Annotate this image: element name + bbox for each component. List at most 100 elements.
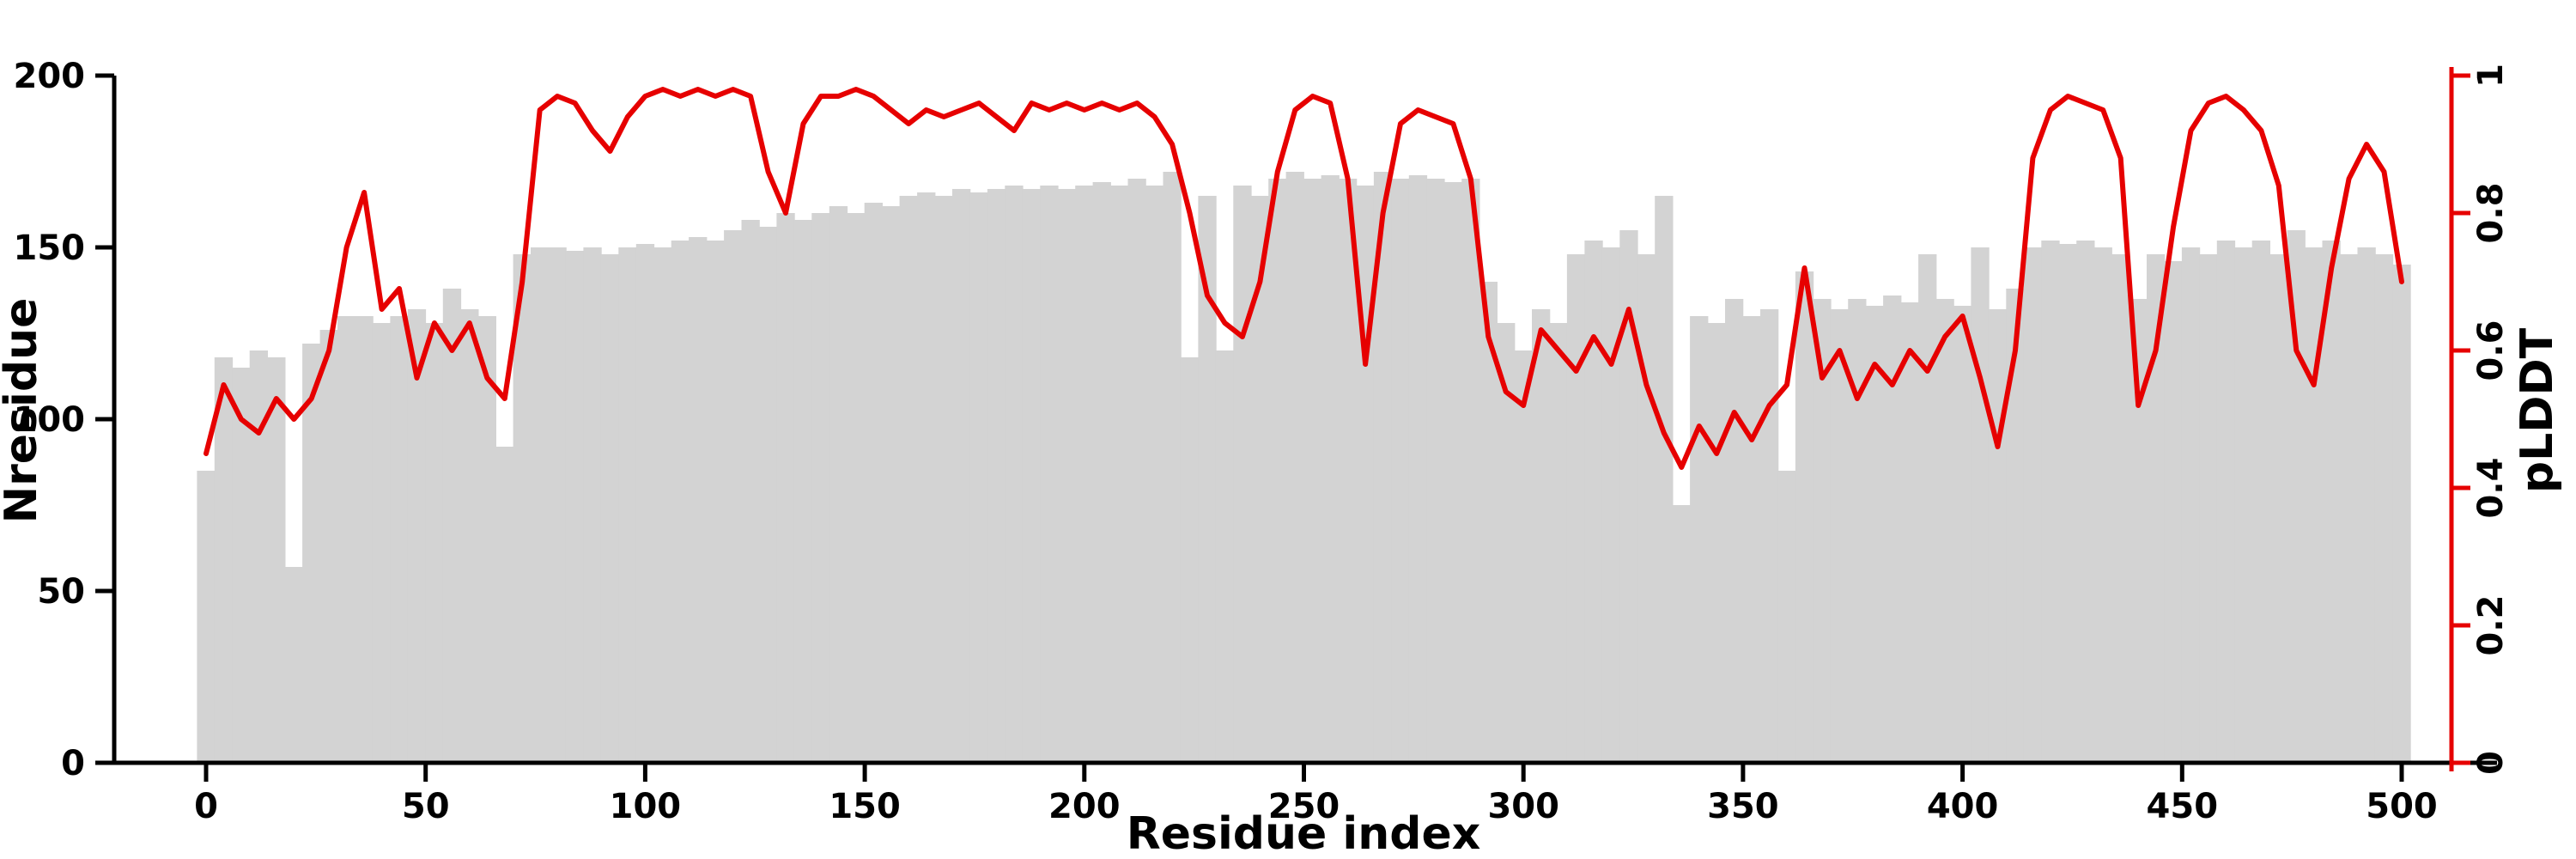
nresidue-bar — [2357, 247, 2376, 763]
nresidue-bar — [1549, 323, 1568, 763]
nresidue-bar — [1883, 295, 1902, 763]
nresidue-bar — [671, 241, 690, 763]
nresidue-bar — [2041, 241, 2060, 763]
nresidue-bar — [1461, 179, 1480, 763]
nresidue-bar — [1110, 186, 1129, 763]
nresidue-bar — [1373, 172, 1393, 763]
x-tick-label: 250 — [1268, 787, 1340, 826]
nresidue-bar — [952, 189, 971, 763]
nresidue-bar — [600, 254, 620, 763]
nresidue-bar — [1303, 179, 1322, 763]
x-tick-label: 500 — [2366, 787, 2438, 826]
nresidue-bar — [495, 447, 514, 763]
x-tick-label: 0 — [194, 787, 218, 826]
nresidue-bar — [1057, 189, 1076, 763]
nresidue-bar — [934, 196, 953, 763]
nresidue-bar — [2199, 254, 2218, 763]
nresidue-bar — [2111, 254, 2130, 763]
nresidue-bar — [2058, 244, 2077, 763]
nresidue-bar — [847, 213, 866, 763]
nresidue-bar — [2076, 241, 2095, 763]
y-left-tick-label: 0 — [61, 744, 85, 783]
nresidue-bar — [1514, 350, 1533, 763]
nresidue-bar — [2305, 247, 2324, 763]
nresidue-bar — [2234, 247, 2253, 763]
nresidue-bar — [1497, 323, 1516, 763]
nresidue-bar — [1918, 254, 1937, 763]
nresidue-bar — [917, 192, 936, 763]
nresidue-bar — [741, 220, 760, 763]
nresidue-bar — [653, 247, 672, 763]
nresidue-bar — [425, 323, 444, 763]
nresidue-bar — [864, 203, 883, 763]
nresidue-bar — [689, 237, 708, 763]
nresidue-bar — [811, 213, 830, 763]
nresidue-bar — [1619, 230, 1638, 763]
x-axis-title: Residue index — [1127, 808, 1481, 859]
nresidue-bar — [1953, 306, 1972, 763]
nresidue-bar — [249, 350, 268, 763]
y-left-tick-label: 150 — [14, 228, 86, 268]
nresidue-bar — [2269, 254, 2288, 763]
nresidue-bar — [1865, 306, 1884, 763]
nresidue-bar — [1040, 186, 1059, 763]
y-left-tick-label: 100 — [14, 400, 86, 440]
y-right-tick-label: 0.4 — [2471, 458, 2511, 519]
nresidue-bar — [1391, 179, 1410, 763]
nresidue-bar — [442, 289, 462, 763]
nresidue-bar — [618, 247, 637, 763]
x-tick-label: 50 — [402, 787, 450, 826]
nresidue-bar — [1777, 471, 1796, 763]
nresidue-bar — [197, 471, 216, 763]
nresidue-bar — [1566, 254, 1586, 763]
nresidue-bar — [565, 251, 585, 763]
nresidue-bar — [2093, 247, 2112, 763]
x-tick-label: 200 — [1048, 787, 1121, 826]
nresidue-bar — [987, 189, 1006, 763]
nresidue-bar — [407, 309, 427, 763]
nresidue-bar — [1022, 189, 1042, 763]
nresidue-bar — [706, 241, 725, 763]
nresidue-bar — [1408, 175, 1428, 763]
y-right-tick-label: 1 — [2471, 64, 2511, 88]
nresidue-bar — [1584, 241, 1603, 763]
y-axis-title-right: pLDDT — [2512, 327, 2563, 493]
nresidue-bar — [267, 357, 286, 763]
nresidue-bar — [583, 247, 602, 763]
x-tick-label: 350 — [1707, 787, 1779, 826]
nresidue-bar — [1285, 172, 1304, 763]
nresidue-bar — [284, 567, 303, 763]
nresidue-bar — [1198, 196, 1217, 763]
nresidue-bar — [319, 330, 338, 763]
nresidue-bar — [1145, 186, 1164, 763]
nresidue-bar — [2181, 247, 2201, 763]
nresidue-bar — [1092, 182, 1111, 763]
nresidue-bar — [1250, 196, 1269, 763]
nresidue-bar — [1690, 316, 1709, 763]
nresidue-bar — [1233, 186, 1252, 763]
axes-layer: 0 50 100 150 200 0 50 100 150 200 250 300 350 400 450 5… — [14, 57, 2512, 826]
y-right-tick-label: 0.6 — [2471, 320, 2511, 381]
y-left-tick-label: 50 — [37, 572, 85, 612]
nresidue-bar — [2006, 289, 2025, 763]
nresidue-bar — [2251, 241, 2270, 763]
nresidue-bar — [355, 316, 374, 763]
nresidue-bar — [724, 230, 743, 763]
nresidue-bar — [1532, 309, 1551, 763]
x-tick-label: 100 — [610, 787, 682, 826]
nresidue-bar — [302, 344, 321, 763]
nresidue-bar — [969, 192, 988, 763]
nresidue-bar — [1127, 179, 1146, 763]
x-tick-label: 300 — [1487, 787, 1559, 826]
nresidue-bar — [1479, 282, 1498, 763]
nresidue-bar — [1813, 299, 1832, 763]
nresidue-bar — [2322, 241, 2341, 763]
nresidue-bar — [2216, 241, 2236, 763]
nresidue-bar — [1637, 254, 1656, 763]
y-left-tick-label: 200 — [14, 57, 86, 96]
nresidue-bar — [1707, 323, 1726, 763]
nresidue-bar — [1742, 316, 1761, 763]
nresidue-bar — [635, 244, 655, 763]
nresidue-bar — [1426, 179, 1445, 763]
